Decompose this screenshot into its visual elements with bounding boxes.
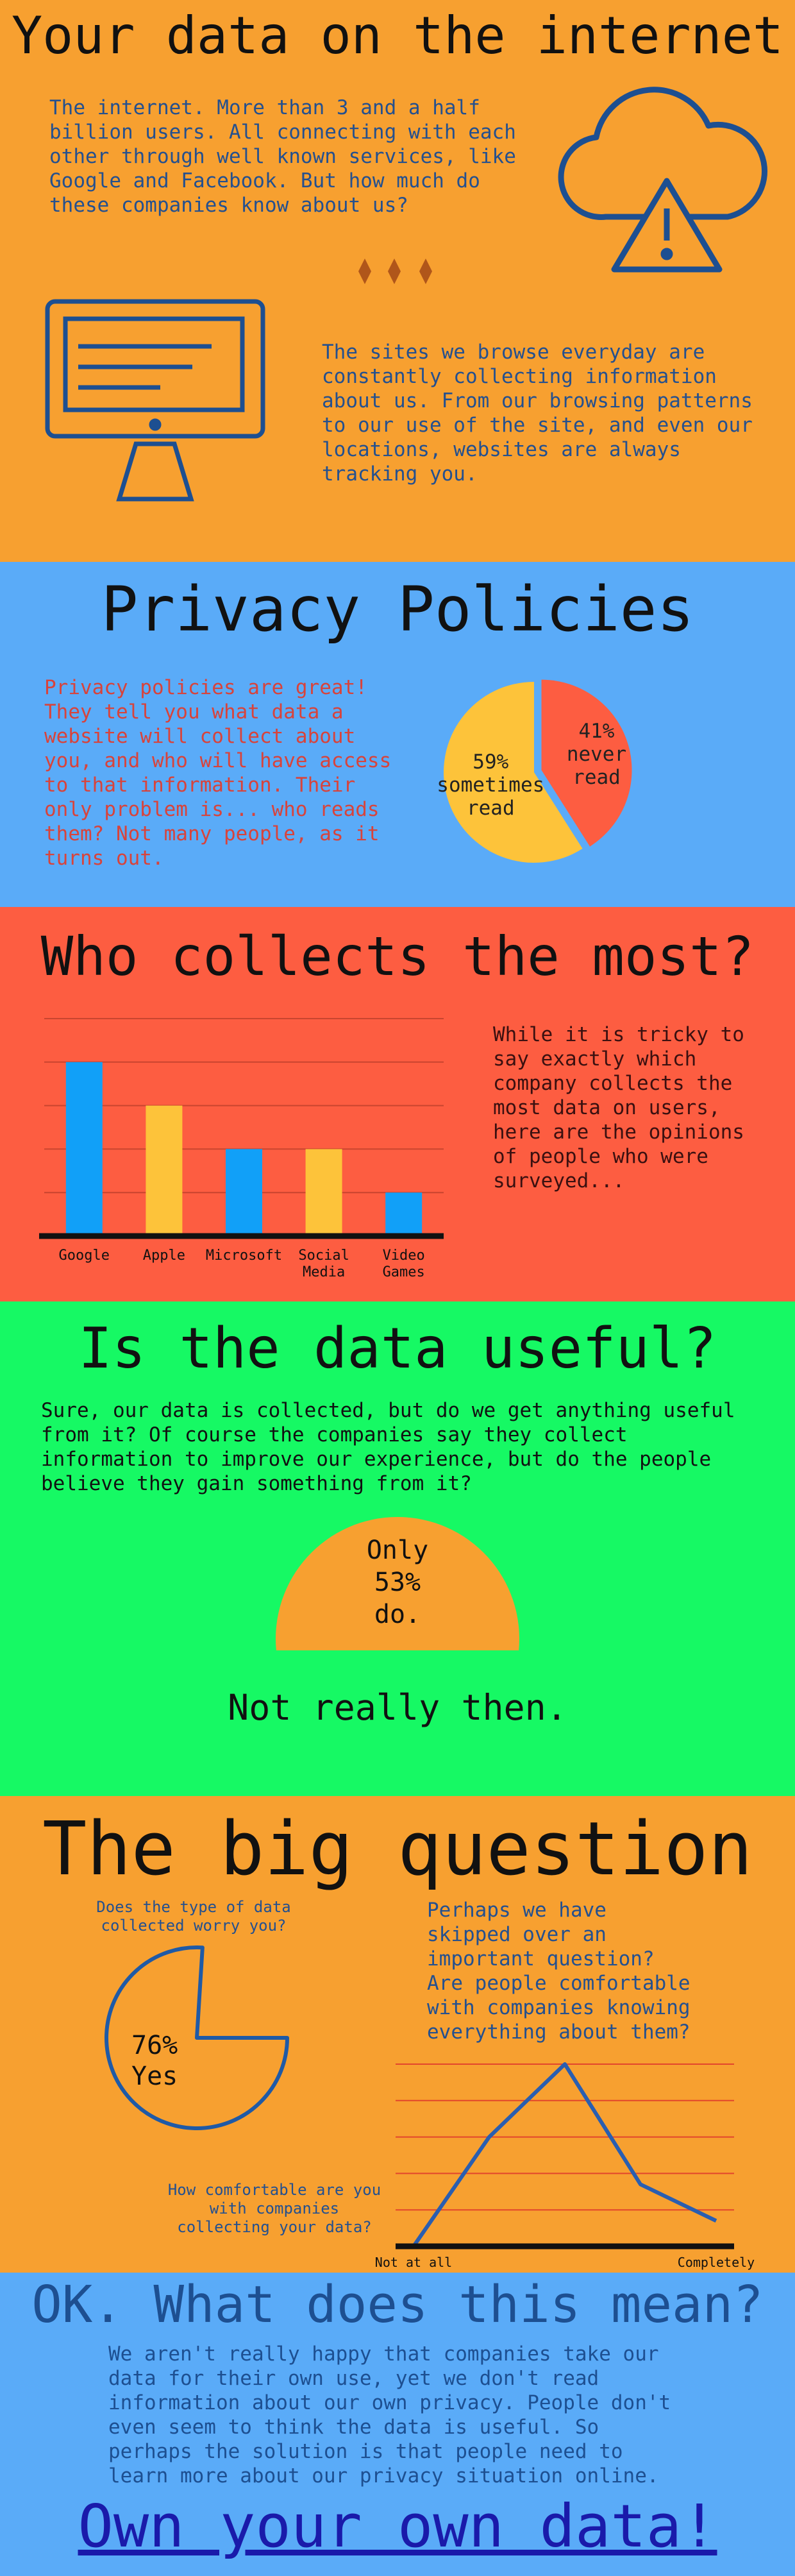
- pie-slice: [105, 1945, 289, 2130]
- section-title: OK. What does this mean?: [31, 2275, 764, 2334]
- line-question: How comfortable are you with companies c…: [167, 2181, 381, 2236]
- section-title: Privacy Policies: [101, 573, 694, 645]
- collectors-text: While it is tricky to say exactly which …: [493, 1023, 744, 1192]
- bar: [305, 1149, 342, 1236]
- slice-value-label: Only 53% do.: [366, 1536, 429, 1629]
- slice-label: 41% never read: [542, 720, 651, 789]
- intro-text: The internet. More than 3 and a half bil…: [49, 96, 516, 217]
- title: Your data on the internet: [11, 6, 784, 65]
- slice-category: never read: [566, 742, 627, 789]
- x-tick-label: Apple: [142, 1248, 185, 1264]
- slice-value-label: 41%: [578, 719, 615, 743]
- privacy-text: Privacy policies are great! They tell yo…: [44, 676, 392, 870]
- section-title: Who collects the most?: [40, 925, 755, 988]
- big-question-text: Perhaps we have skipped over an importan…: [427, 1899, 690, 2044]
- x-tick-label: Not at all: [374, 2255, 453, 2270]
- section-bg: [0, 2273, 795, 2576]
- call-to-action-link[interactable]: Own your own data!: [78, 2492, 717, 2561]
- pie-slice: [541, 679, 632, 847]
- slice-label: 59% sometimes read: [436, 750, 545, 820]
- line-series: [412, 2062, 717, 2248]
- section-title: Is the data useful?: [78, 1316, 717, 1381]
- verdict: Not really then.: [228, 1687, 567, 1728]
- x-tick-label: Social Media: [298, 1248, 349, 1280]
- tracking-text: The sites we browse everyday are constan…: [322, 341, 753, 486]
- x-tick-label: Video Games: [382, 1248, 425, 1280]
- x-tick-label: Completely: [677, 2255, 755, 2270]
- bar: [146, 1105, 183, 1236]
- pie-question: Does the type of data collected worry yo…: [96, 1898, 291, 1935]
- divider-diamonds: [358, 258, 432, 284]
- slice-category: sometimes read: [437, 773, 545, 820]
- bar: [65, 1062, 103, 1236]
- conclusion-text: We aren't really happy that companies ta…: [108, 2343, 671, 2487]
- x-tick-label: Google: [58, 1248, 110, 1264]
- slice-value-label: 76% Yes: [131, 2031, 178, 2091]
- slice-value-label: 59%: [473, 750, 509, 774]
- usefulness-text: Sure, our data is collected, but do we g…: [41, 1399, 735, 1495]
- cloud-icon: [558, 87, 768, 273]
- monitor-icon: [45, 299, 265, 502]
- section-bg: [0, 0, 795, 562]
- section-bg: [0, 562, 795, 907]
- bar: [385, 1192, 423, 1236]
- x-tick-label: Microsoft: [205, 1248, 283, 1264]
- pie-slice: [276, 1517, 519, 1650]
- section-title: The big question: [42, 1806, 753, 1892]
- bar: [226, 1149, 262, 1236]
- pie-slice: [444, 682, 583, 863]
